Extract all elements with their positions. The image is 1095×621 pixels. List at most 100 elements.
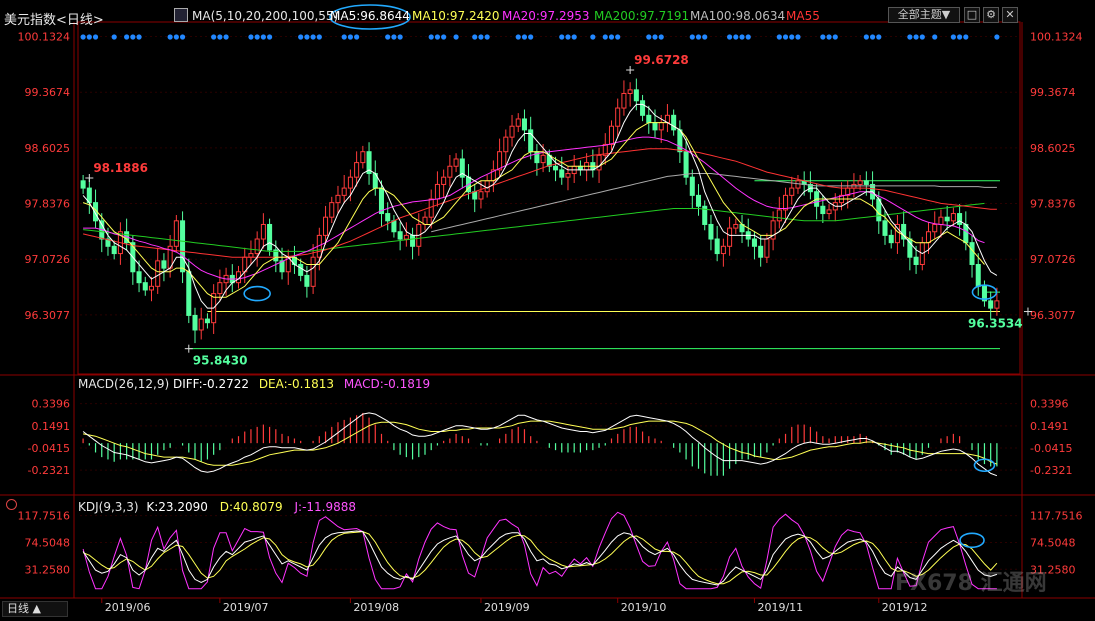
candle-body [863,180,869,185]
candle-body [783,194,789,211]
close-icon[interactable]: ✕ [1002,7,1018,23]
candle-body [204,318,210,324]
macd-dea-line [83,420,998,466]
kdj-title: KDJ(9,3,3) K:23.2090 D:40.8079 J:-11.988… [78,500,356,514]
price-tick-left: 97.0726 [25,253,71,266]
date-label: 2019/06 [105,601,151,614]
signal-dot [217,34,223,40]
candle-body [994,300,1000,309]
signal-dot [702,34,708,40]
signal-dot [310,34,316,40]
signal-dot [745,34,751,40]
kdj-d-line [82,531,998,585]
candle-body [341,187,347,196]
symbol-name: 美元指数 [4,13,57,28]
signal-dot [80,34,86,40]
signal-dot [652,34,658,40]
kdj-indicator-icon[interactable] [6,499,17,510]
date-label: 2019/08 [353,601,399,614]
candle-body [727,227,733,247]
ma10-line [82,122,985,298]
date-label: 2019/07 [223,601,269,614]
candle-body [565,173,571,178]
period-label[interactable]: <日线> [56,13,104,28]
candle-body [888,234,894,244]
signal-dot [298,34,304,40]
price-tick-left: 99.3674 [25,86,71,99]
candle-body [975,263,981,287]
candle-body [602,143,608,156]
candle-body [347,176,353,189]
candle-body [459,158,465,178]
signal-dot [397,34,403,40]
price-annotation: 95.8430 [193,354,248,368]
candle-body [608,125,615,145]
ma20-value: MA20:97.2953 [502,9,590,23]
chart-type-icon[interactable] [174,8,188,22]
candle-body [155,260,161,287]
price-tick-right: 97.0726 [1030,253,1076,266]
candle-body [391,220,397,233]
candle-body [708,223,714,240]
candle-body [248,253,254,258]
signal-dot [124,34,130,40]
macd-dea: DEA:-0.1813 [258,377,334,391]
ma200-line [83,202,985,252]
candle-body [111,245,117,255]
signal-dot [795,34,801,40]
candle-body [559,169,565,178]
signal-dot [615,34,621,40]
kdj-tick-right: 31.2580 [1030,563,1076,576]
signal-dot [316,34,322,40]
candle-body [310,256,316,287]
ma10-value: MA10:97.2420 [412,9,500,23]
signal-dot [832,34,838,40]
macd-diff-line [82,412,998,477]
settings-icon[interactable]: ⚙ [983,7,999,23]
expand-icon[interactable]: □ [964,7,980,23]
signal-dot [869,34,876,40]
candle-body [938,216,944,225]
theme-dropdown-button[interactable]: 全部主题▼ [888,7,960,23]
candle-body [932,223,938,233]
macd-tick-left: 0.3396 [32,398,71,411]
signal-dot [528,34,534,40]
candle-body [751,238,757,247]
candle-body [764,238,770,258]
candle-body [913,256,919,265]
candle-body [267,223,273,251]
signal-dot [590,34,596,40]
kdj-j: J:-11.9888 [294,500,357,514]
signal-dot [907,34,913,40]
candle-body [366,151,372,175]
signal-dot [478,34,484,40]
signal-dot [994,34,1000,40]
signal-dot [86,34,92,40]
date-label: 2019/11 [757,601,803,614]
period-switch-button[interactable]: 日线 ▲ [2,601,68,617]
signal-dot [963,34,969,40]
candle-body [360,151,366,164]
signal-dot [179,34,186,40]
candle-body [397,231,403,240]
macd-tick-left: -0.0415 [28,442,70,455]
candle-body [260,223,266,240]
price-annotation: 98.1886 [93,161,148,175]
date-label: 2019/12 [882,601,928,614]
price-annotation: 96.3534 [968,317,1023,331]
ma-params: MA(5,10,20,200,100,55) [192,9,339,23]
signal-dot [956,34,963,40]
candle-body [683,151,689,178]
candle-body [981,285,987,302]
candle-body [515,118,521,127]
signal-dot [354,34,360,40]
signal-dot [789,34,795,40]
candle-body [714,238,720,255]
kdj-tick-right: 117.7516 [1030,510,1083,523]
signal-dot [919,34,925,40]
highlight-circle [243,285,271,302]
candle-body [161,260,167,269]
candle-body [385,213,391,222]
signal-dot [341,34,347,40]
